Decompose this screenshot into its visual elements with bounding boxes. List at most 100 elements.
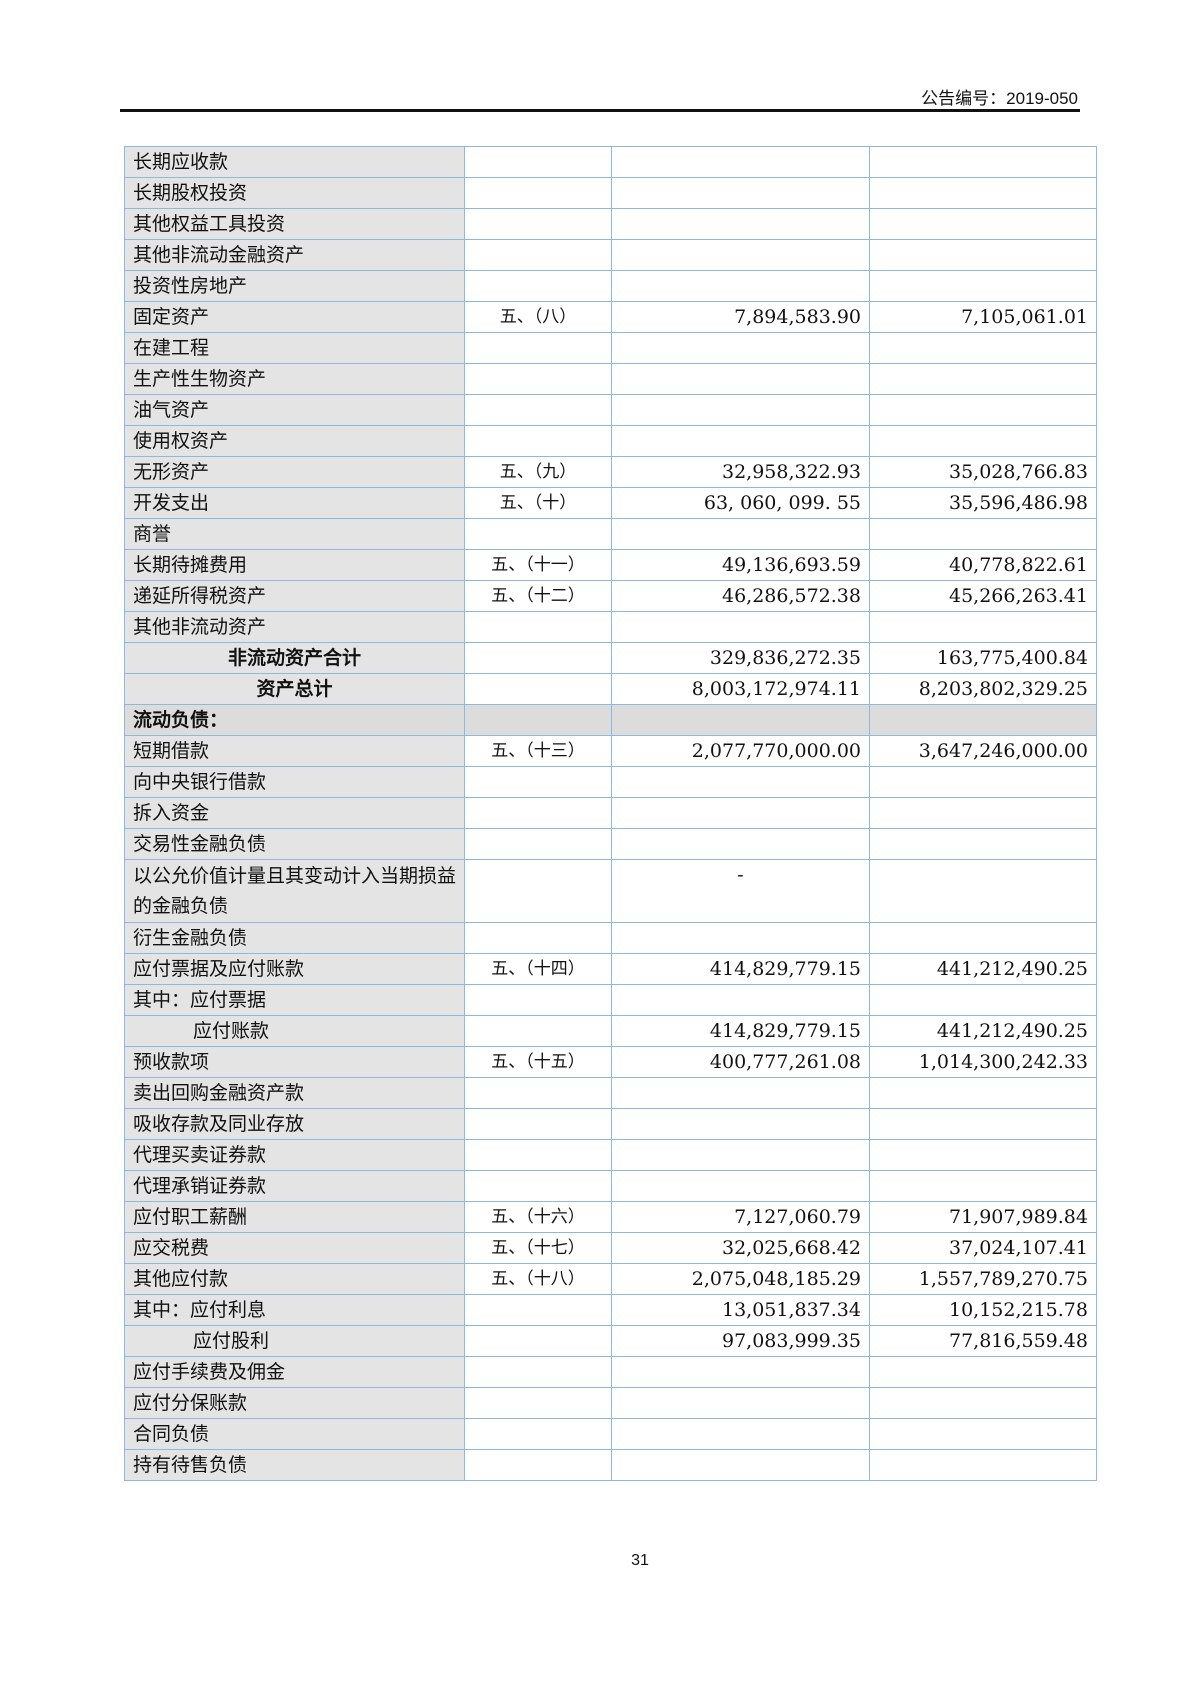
note-ref — [464, 425, 612, 457]
current-period-value: 414,829,779.15 — [611, 953, 870, 985]
note-ref — [464, 766, 612, 798]
prior-period-value — [869, 363, 1097, 395]
page-number: 31 — [631, 1552, 649, 1569]
current-period-value — [611, 828, 870, 860]
note-ref — [464, 1294, 612, 1326]
item-label: 长期应收款 — [124, 146, 465, 178]
table-row: 其中：应付票据 — [124, 984, 1097, 1016]
prior-period-value — [869, 146, 1097, 178]
item-label: 预收款项 — [124, 1046, 465, 1078]
item-label: 其中：应付票据 — [124, 984, 465, 1016]
note-ref: 五、（十二） — [464, 580, 612, 612]
table-row: 投资性房地产 — [124, 270, 1097, 302]
current-period-value: 7,894,583.90 — [611, 301, 870, 333]
balance-sheet-table: 长期应收款 长期股权投资 其他权益工具投资 其他非流动金融资产 投资性房地产 固定资产 五、… — [124, 146, 1097, 1481]
table-row: 长期待摊费用 五、（十一） 49,136,693.59 40,778,822.61 — [124, 549, 1097, 581]
note-ref — [464, 239, 612, 271]
item-label: 长期股权投资 — [124, 177, 465, 209]
table-row: 使用权资产 — [124, 425, 1097, 457]
note-ref — [464, 1108, 612, 1140]
prior-period-value — [869, 922, 1097, 954]
note-ref — [464, 1387, 612, 1419]
item-label: 卖出回购金融资产款 — [124, 1077, 465, 1109]
note-ref — [464, 828, 612, 860]
note-ref — [464, 332, 612, 364]
current-period-value: - — [611, 859, 870, 923]
item-label: 衍生金融负债 — [124, 922, 465, 954]
prior-period-value: 3,647,246,000.00 — [869, 735, 1097, 767]
note-ref — [464, 984, 612, 1016]
note-ref: 五、（十五） — [464, 1046, 612, 1078]
item-label: 其他非流动金融资产 — [124, 239, 465, 271]
prior-period-value: 35,596,486.98 — [869, 487, 1097, 519]
table-row: 生产性生物资产 — [124, 363, 1097, 395]
current-period-value — [611, 270, 870, 302]
prior-period-value — [869, 1077, 1097, 1109]
current-period-value — [611, 239, 870, 271]
current-period-value — [611, 1449, 870, 1481]
item-label: 短期借款 — [124, 735, 465, 767]
table-row: 其他非流动资产 — [124, 611, 1097, 643]
note-ref: 五、（十一） — [464, 549, 612, 581]
prior-period-value — [869, 270, 1097, 302]
item-label: 长期待摊费用 — [124, 549, 465, 581]
prior-period-value: 45,266,263.41 — [869, 580, 1097, 612]
current-period-value — [611, 332, 870, 364]
item-label: 其他非流动资产 — [124, 611, 465, 643]
table-row: 开发支出 五、（十） 63, 060, 099. 55 35,596,486.98 — [124, 487, 1097, 519]
item-label: 代理承销证券款 — [124, 1170, 465, 1202]
prior-period-value: 1,557,789,270.75 — [869, 1263, 1097, 1295]
table-row: 应交税费 五、（十七） 32,025,668.42 37,024,107.41 — [124, 1232, 1097, 1264]
current-period-value — [611, 363, 870, 395]
prior-period-value — [869, 984, 1097, 1016]
note-ref — [464, 270, 612, 302]
table-row: 卖出回购金融资产款 — [124, 1077, 1097, 1109]
current-period-value — [611, 177, 870, 209]
item-label: 资产总计 — [124, 673, 465, 705]
item-label: 应付票据及应付账款 — [124, 953, 465, 985]
note-ref — [464, 1418, 612, 1450]
current-period-value: 400,777,261.08 — [611, 1046, 870, 1078]
prior-period-value: 1,014,300,242.33 — [869, 1046, 1097, 1078]
item-label: 其他应付款 — [124, 1263, 465, 1295]
note-ref — [464, 1449, 612, 1481]
prior-period-value: 441,212,490.25 — [869, 953, 1097, 985]
prior-period-value — [869, 394, 1097, 426]
table-row: 其他权益工具投资 — [124, 208, 1097, 240]
item-label: 应付手续费及佣金 — [124, 1356, 465, 1388]
current-period-value: 7,127,060.79 — [611, 1201, 870, 1233]
item-label: 开发支出 — [124, 487, 465, 519]
note-ref — [464, 704, 612, 736]
current-period-value — [611, 1170, 870, 1202]
table-row: 向中央银行借款 — [124, 766, 1097, 798]
table-row: 无形资产 五、（九） 32,958,322.93 35,028,766.83 — [124, 456, 1097, 488]
note-ref: 五、（十） — [464, 487, 612, 519]
note-ref — [464, 611, 612, 643]
current-period-value — [611, 611, 870, 643]
note-ref — [464, 642, 612, 674]
note-ref — [464, 1325, 612, 1357]
table-row: 交易性金融负债 — [124, 828, 1097, 860]
current-period-value — [611, 922, 870, 954]
table-row: 在建工程 — [124, 332, 1097, 364]
prior-period-value: 40,778,822.61 — [869, 549, 1097, 581]
item-label: 应付账款 — [124, 1015, 465, 1047]
prior-period-value: 10,152,215.78 — [869, 1294, 1097, 1326]
prior-period-value: 77,816,559.48 — [869, 1325, 1097, 1357]
table-row: 固定资产 五、（八） 7,894,583.90 7,105,061.01 — [124, 301, 1097, 333]
table-row: 商誉 — [124, 518, 1097, 550]
table-row: 长期股权投资 — [124, 177, 1097, 209]
note-ref — [464, 673, 612, 705]
prior-period-value — [869, 425, 1097, 457]
current-period-value: 63, 060, 099. 55 — [611, 487, 870, 519]
note-ref: 五、（十八） — [464, 1263, 612, 1295]
current-period-value: 97,083,999.35 — [611, 1325, 870, 1357]
table-row: 吸收存款及同业存放 — [124, 1108, 1097, 1140]
note-ref — [464, 1077, 612, 1109]
prior-period-value — [869, 859, 1097, 923]
note-ref: 五、（九） — [464, 456, 612, 488]
note-ref — [464, 177, 612, 209]
note-ref — [464, 1356, 612, 1388]
current-period-value — [611, 394, 870, 426]
table-row: 拆入资金 — [124, 797, 1097, 829]
